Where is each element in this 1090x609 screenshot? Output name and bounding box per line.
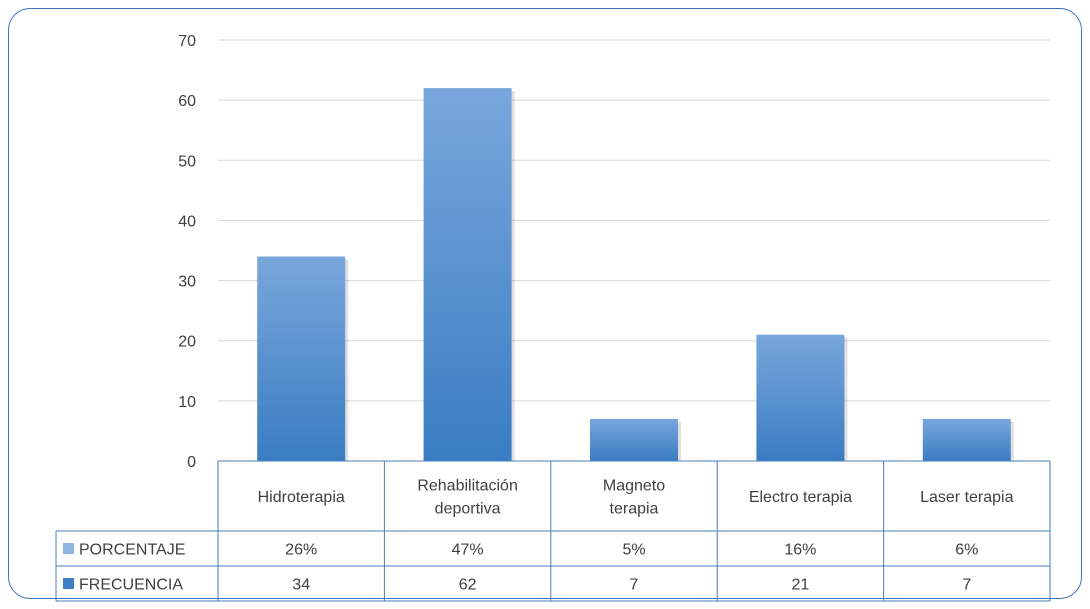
table-cell: 62	[459, 577, 477, 594]
y-tick-label: 60	[178, 93, 196, 110]
chart-frame	[8, 8, 1082, 599]
gridlines	[218, 39, 1050, 402]
category-label: Laser terapia	[920, 489, 1013, 506]
bars	[257, 88, 1014, 461]
table-cell: 7	[630, 577, 639, 594]
category-label: deportiva	[435, 501, 501, 518]
data-table: Hidroterapia Rehabilitación deportiva Magne…	[55, 460, 1051, 602]
table-cell: 5%	[622, 542, 645, 559]
table-cell: 47%	[452, 542, 484, 559]
light-blue-square-icon	[63, 543, 74, 554]
y-tick-label: 40	[178, 213, 196, 230]
bar	[590, 418, 678, 461]
category-label: Rehabilitación	[417, 478, 518, 495]
bar	[257, 256, 346, 461]
y-tick-label: 30	[178, 274, 196, 291]
y-tick-label: 0	[187, 454, 196, 471]
y-tick-label: 70	[178, 33, 196, 50]
y-tick-label: 50	[178, 153, 196, 170]
bar	[423, 88, 512, 461]
table-cell: 16%	[784, 542, 816, 559]
category-label: Hidroterapia	[258, 489, 345, 506]
y-tick-label: 10	[178, 394, 196, 411]
table-cell: 26%	[285, 542, 317, 559]
bar	[922, 418, 1011, 461]
y-tick-label: 20	[178, 334, 196, 351]
category-label: Magneto	[603, 478, 665, 495]
row-header: PORCENTAJE	[79, 542, 185, 559]
table-cell: 7	[962, 577, 971, 594]
table-cell: 21	[792, 577, 810, 594]
y-axis-ticks: 0 10 20 30 40 50 60 70	[178, 33, 196, 471]
blue-square-icon	[63, 578, 74, 589]
table-cell: 6%	[955, 542, 978, 559]
bar	[756, 334, 845, 461]
table-cell: 34	[292, 577, 310, 594]
category-label: Electro terapia	[749, 489, 852, 506]
row-header: FRECUENCIA	[79, 577, 183, 594]
category-label: terapia	[610, 501, 659, 518]
